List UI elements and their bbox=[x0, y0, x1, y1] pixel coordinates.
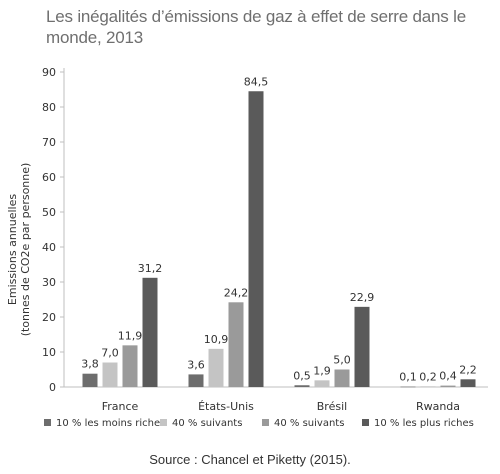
legend-swatch bbox=[160, 419, 167, 426]
data-label: 1,9 bbox=[313, 364, 331, 377]
data-label: 5,0 bbox=[333, 354, 351, 367]
bar bbox=[460, 379, 476, 387]
y-axis-label: Emissions annuelles(tonnes de CO2e par p… bbox=[6, 163, 32, 337]
data-label: 11,9 bbox=[118, 329, 143, 342]
bar bbox=[294, 385, 310, 387]
legend-swatch bbox=[44, 419, 51, 426]
y-tick-label: 70 bbox=[42, 136, 56, 149]
data-label: 3,8 bbox=[81, 358, 99, 371]
data-label: 0,4 bbox=[439, 370, 457, 383]
y-axis-label-line: (tonnes de CO2e par personne) bbox=[19, 163, 32, 337]
y-tick-label: 20 bbox=[42, 311, 56, 324]
bars bbox=[82, 91, 476, 388]
y-tick-label: 50 bbox=[42, 206, 56, 219]
category-label: France bbox=[102, 400, 139, 413]
data-label: 0,2 bbox=[419, 370, 437, 383]
legend-label: 40 % suivants bbox=[274, 418, 344, 429]
data-labels: 3,87,0 11,9 31,2 3,6 10,9 24,2 84,5 0,5 1,95,0 22… bbox=[81, 75, 477, 383]
data-label: 7,0 bbox=[101, 347, 119, 360]
y-tick-label: 10 bbox=[42, 346, 56, 359]
data-label: 10,9 bbox=[204, 333, 229, 346]
chart-title: Les inégalités d’émissions de gaz à effe… bbox=[46, 7, 466, 47]
bar bbox=[334, 369, 350, 387]
legend-swatch bbox=[262, 419, 269, 426]
data-label: 24,2 bbox=[224, 286, 249, 299]
data-label: 2,2 bbox=[459, 363, 477, 376]
legend: 10 % les moins riches 40 % suivants 40 % s… bbox=[44, 418, 474, 429]
axes: 0 10 20 30 40 50 60 70 80 90 Emissions annuelles(t… bbox=[6, 66, 488, 413]
y-tick-label: 30 bbox=[42, 276, 56, 289]
y-tick-label: 80 bbox=[42, 101, 56, 114]
data-label: 3,6 bbox=[187, 358, 205, 371]
bar bbox=[102, 362, 118, 387]
legend-label: 40 % suivants bbox=[172, 418, 242, 429]
bar bbox=[228, 302, 244, 387]
legend-label: 10 % les moins riches bbox=[56, 418, 165, 429]
bar bbox=[208, 348, 224, 387]
data-label: 0,5 bbox=[293, 369, 311, 382]
bar bbox=[440, 385, 456, 387]
source-note: Source : Chancel et Piketty (2015). bbox=[149, 452, 351, 467]
bar bbox=[248, 91, 264, 387]
data-label: 0,1 bbox=[399, 371, 417, 384]
bar bbox=[420, 386, 436, 387]
y-tick-label: 40 bbox=[42, 241, 56, 254]
y-tick-label: 90 bbox=[42, 66, 56, 79]
bar bbox=[354, 306, 370, 387]
bar bbox=[142, 277, 158, 387]
bar bbox=[122, 345, 138, 387]
data-label: 22,9 bbox=[350, 291, 375, 304]
y-tick-label: 60 bbox=[42, 171, 56, 184]
data-label: 84,5 bbox=[244, 75, 269, 88]
bar bbox=[188, 374, 204, 387]
y-tick-label: 0 bbox=[49, 381, 56, 394]
category-label: Brésil bbox=[317, 400, 347, 413]
category-label: Rwanda bbox=[416, 400, 460, 413]
legend-swatch bbox=[362, 419, 369, 426]
bar bbox=[314, 380, 330, 387]
legend-label: 10 % les plus riches bbox=[374, 418, 474, 429]
y-axis-label-line: Emissions annuelles bbox=[6, 194, 19, 305]
category-label: États-Unis bbox=[198, 400, 254, 413]
bar bbox=[400, 386, 416, 388]
bar bbox=[82, 373, 98, 387]
data-label: 31,2 bbox=[138, 262, 163, 275]
